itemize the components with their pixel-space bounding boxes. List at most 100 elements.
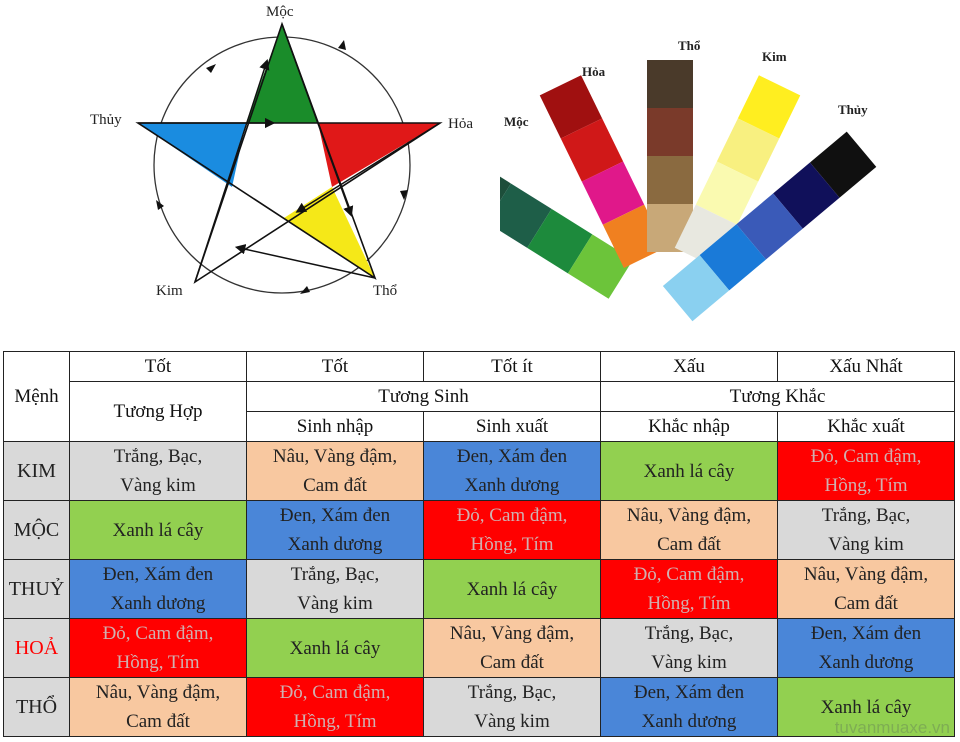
- fan-swatch-moc-1: [500, 183, 552, 248]
- fan-label-thuy: Thủy: [838, 102, 868, 117]
- menh-cell: MỘC: [3, 500, 70, 560]
- color-cell: Trắng, Bạc, Vàng kim: [69, 441, 247, 501]
- color-cell-line: Đen, Xám đen: [633, 682, 745, 703]
- color-cell-line: Xanh lá cây: [643, 460, 735, 482]
- header-sinh-nhap: Sinh nhập: [246, 411, 424, 442]
- label-moc: Mộc: [266, 4, 294, 20]
- color-cell: Nâu, Vàng đậm, Cam đất: [246, 441, 424, 501]
- color-cell-line: Hồng, Tím: [647, 593, 731, 614]
- color-cell: Nâu, Vàng đậm, Cam đất: [423, 618, 601, 678]
- arrow-hoa-kim: [295, 122, 441, 213]
- moc-triangle: [246, 24, 318, 123]
- header-tuong-hop: Tương Hợp: [69, 381, 247, 442]
- color-cell-line: Trắng, Bạc,: [644, 623, 734, 644]
- color-cell-line: Đen, Xám đen: [456, 446, 568, 467]
- header-tot-2: Tốt: [246, 351, 424, 382]
- fan-label-tho: Thổ: [678, 38, 701, 53]
- table-row: KIM Trắng, Bạc, Vàng kim Nâu, Vàng đậm, Cam …: [3, 441, 955, 501]
- color-cell: Trắng, Bạc, Vàng kim: [600, 618, 778, 678]
- color-cell: Xanh lá cây: [777, 677, 955, 737]
- color-cell-line: Xanh lá cây: [289, 637, 381, 659]
- color-cell-line: Nâu, Vàng đậm,: [803, 564, 929, 585]
- fan-swatch-tho-2: [647, 156, 693, 204]
- header-tot-it: Tốt ít: [423, 351, 601, 382]
- label-tho: Thổ: [373, 283, 397, 299]
- color-cell-line: Hồng, Tím: [293, 711, 377, 732]
- arrow-tho-kim: [234, 244, 376, 279]
- header-khac-nhap: Khắc nhập: [600, 411, 778, 442]
- color-cell-line: Đỏ, Cam đậm,: [456, 505, 568, 526]
- fan-swatch-kim-0: [737, 75, 801, 139]
- color-cell-line: Cam đất: [480, 652, 544, 673]
- fan-label-moc: Mộc: [504, 114, 529, 129]
- header-tuong-sinh: Tương Sinh: [246, 381, 601, 412]
- color-cell-line: Xanh lá cây: [112, 519, 204, 541]
- fan-label-hoa: Hỏa: [582, 64, 606, 79]
- color-cell: Xanh lá cây: [600, 441, 778, 501]
- color-fan: Mộc Hỏa Thổ Kim Thủy: [500, 38, 877, 322]
- menh-cell: HOẢ: [3, 618, 70, 678]
- color-cell-line: Cam đất: [126, 711, 190, 732]
- hoa-triangle: [318, 123, 440, 187]
- thuy-triangle: [138, 123, 246, 187]
- header-tot-1: Tốt: [69, 351, 247, 382]
- color-cell-line: Xanh lá cây: [820, 696, 912, 718]
- fan-swatch-kim-1: [716, 118, 780, 182]
- color-cell: Đen, Xám đen Xanh dương: [69, 559, 247, 619]
- fan-swatch-thuy-4: [662, 255, 730, 322]
- color-cell: Trắng, Bạc, Vàng kim: [246, 559, 424, 619]
- color-cell: Đỏ, Cam đậm, Hồng, Tím: [423, 500, 601, 560]
- table-row: HOẢ Đỏ, Cam đậm, Hồng, Tím Xanh lá cây Nâu, …: [3, 618, 955, 678]
- color-cell: Xanh lá cây: [423, 559, 601, 619]
- color-cell-line: Vàng kim: [297, 593, 373, 614]
- color-cell-line: Đen, Xám đen: [810, 623, 922, 644]
- table-row: MỘC Xanh lá cây Đen, Xám đen Xanh dương Đỏ, …: [3, 500, 955, 560]
- color-cell: Nâu, Vàng đậm, Cam đất: [600, 500, 778, 560]
- color-cell: Đen, Xám đen Xanh dương: [246, 500, 424, 560]
- color-cell-line: Đỏ, Cam đậm,: [102, 623, 214, 644]
- fan-swatch-thuy-1: [773, 162, 840, 229]
- fan-swatch-tho-1: [647, 108, 693, 156]
- color-cell: Đỏ, Cam đậm, Hồng, Tím: [777, 441, 955, 501]
- color-cell: Đỏ, Cam đậm, Hồng, Tím: [69, 618, 247, 678]
- header-xau: Xấu: [600, 351, 778, 382]
- fan-strip-thuy: [662, 131, 877, 322]
- color-cell-line: Hồng, Tím: [116, 652, 200, 673]
- menh-color-table: Mệnh Tốt Tốt Tốt ít Xấu Xấu Nhất Tương H…: [3, 351, 955, 737]
- fan-swatch-tho-0: [647, 60, 693, 108]
- circle-arrow-5: [206, 64, 216, 73]
- color-cell: Xanh lá cây: [69, 500, 247, 560]
- color-cell-line: Cam đất: [834, 593, 898, 614]
- color-cell-line: Xanh dương: [110, 593, 206, 614]
- menh-cell: THỔ: [3, 677, 70, 737]
- fan-swatch-hoa-2: [581, 161, 645, 225]
- color-cell-line: Xanh dương: [464, 475, 560, 496]
- color-cell-line: Vàng kim: [120, 475, 196, 496]
- color-cell-line: Đỏ, Cam đậm,: [633, 564, 745, 585]
- fan-swatch-hoa-1: [560, 118, 624, 182]
- color-cell-line: Trắng, Bạc,: [290, 564, 380, 585]
- color-cell-line: Vàng kim: [474, 711, 550, 732]
- fan-swatch-hoa-0: [539, 75, 603, 139]
- color-cell: Nâu, Vàng đậm, Cam đất: [69, 677, 247, 737]
- circle-arrow-1: [338, 40, 346, 50]
- fan-swatch-kim-2: [695, 161, 759, 225]
- color-cell-line: Trắng, Bạc,: [821, 505, 911, 526]
- color-cell-line: Nâu, Vàng đậm,: [95, 682, 221, 703]
- color-cell-line: Vàng kim: [828, 534, 904, 555]
- fan-strip-kim: [674, 75, 801, 268]
- menh-cell: THUỶ: [3, 559, 70, 619]
- arrow-moc-tho: [281, 23, 354, 217]
- color-cell-line: Xanh dương: [641, 711, 737, 732]
- header-tuong-khac: Tương Khắc: [600, 381, 955, 412]
- tho-triangle: [284, 187, 375, 278]
- table-row: THUỶ Đen, Xám đen Xanh dương Trắng, Bạc, Vàn…: [3, 559, 955, 619]
- color-cell: Đen, Xám đen Xanh dương: [423, 441, 601, 501]
- fan-swatch-moc-2: [527, 208, 593, 274]
- color-cell-line: Nâu, Vàng đậm,: [626, 505, 752, 526]
- color-cell-line: Hồng, Tím: [470, 534, 554, 555]
- color-cell-line: Xanh lá cây: [466, 578, 558, 600]
- color-cell-line: Trắng, Bạc,: [467, 682, 557, 703]
- watermark: tuvanmuaxe.vn: [834, 718, 950, 737]
- color-cell: Xanh lá cây: [246, 618, 424, 678]
